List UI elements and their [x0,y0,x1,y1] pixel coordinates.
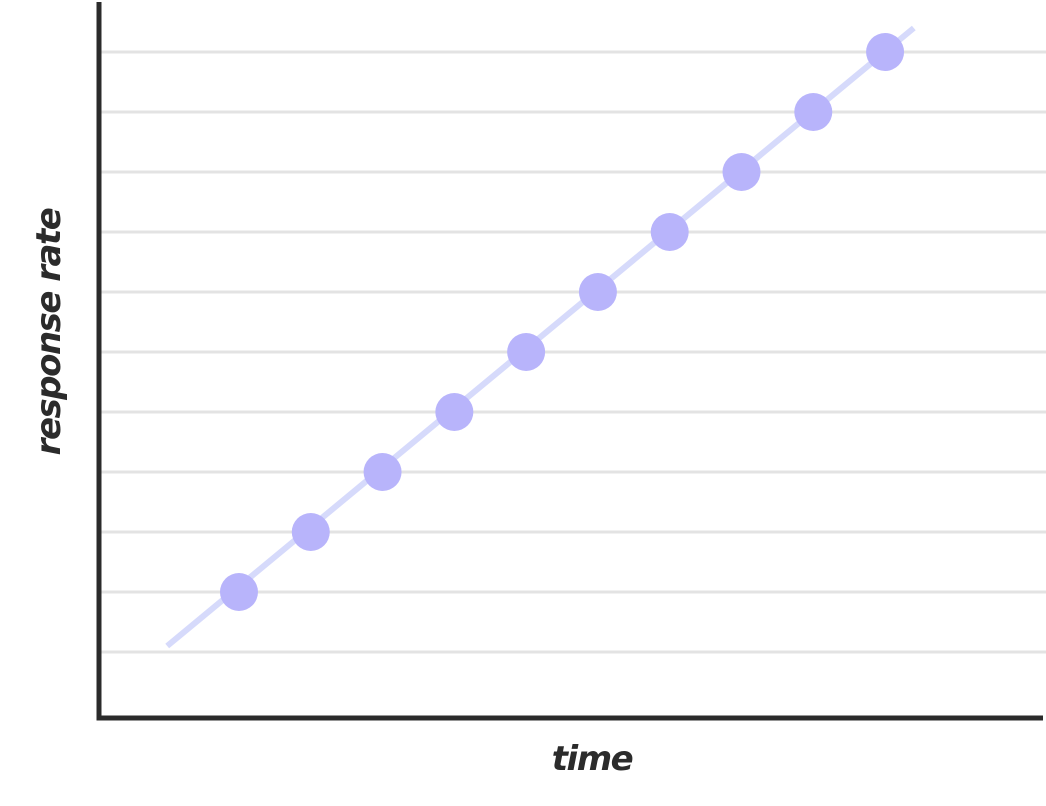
x-axis-label: time [552,739,633,779]
data-point [866,33,905,71]
trend-line [165,25,916,649]
data-point [435,393,474,431]
data-point [291,513,330,551]
data-point [363,453,402,491]
data-point [219,573,258,611]
data-point [650,213,689,251]
data-point [794,93,833,131]
data-point [578,273,617,311]
data-point [722,153,761,191]
y-axis-label: response rate [29,208,69,455]
data-point [507,333,546,371]
